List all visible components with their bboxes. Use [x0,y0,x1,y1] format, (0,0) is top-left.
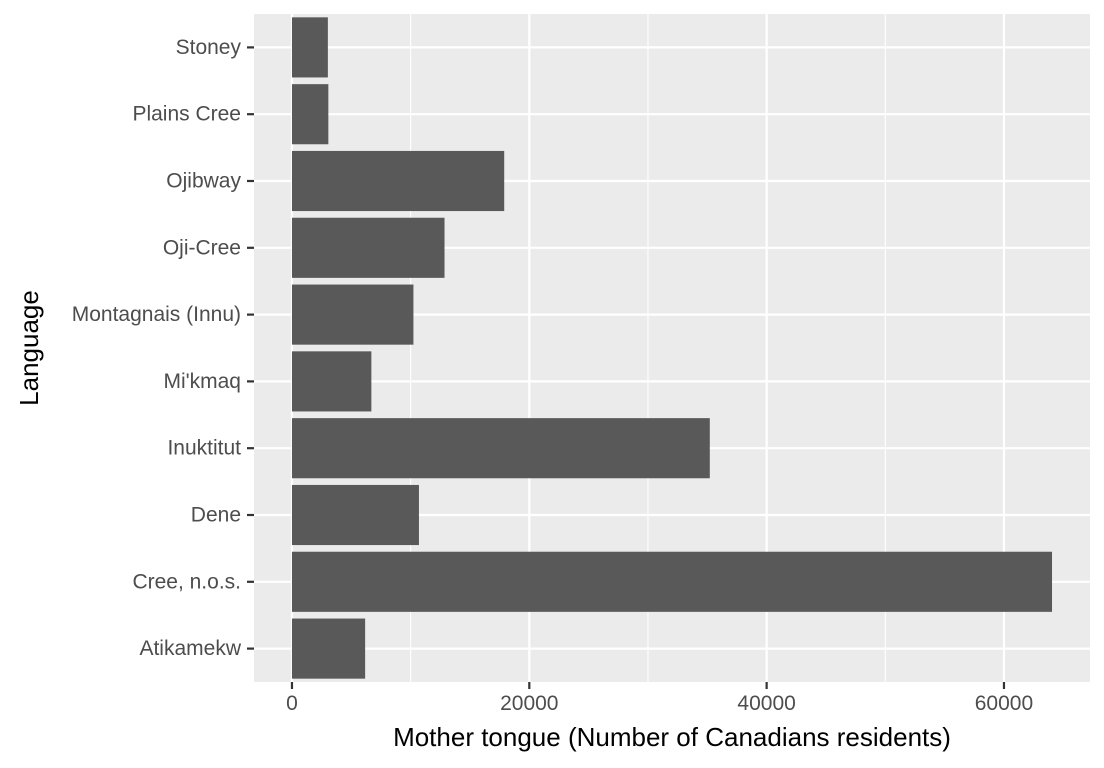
x-axis: 0 20000 40000 60000 [286,682,1033,715]
y-axis-title: Language [14,290,44,406]
bar [291,484,419,546]
bar [291,284,414,345]
bar [291,418,710,479]
y-tick-label: Ojibway [166,170,241,193]
y-tick-label: Oji-Cree [163,236,241,259]
y-tick-label: Cree, n.o.s. [132,570,241,593]
y-tick-label: Dene [191,504,241,527]
y-tick-label: Inuktitut [167,437,241,460]
bar [291,84,329,145]
y-tick-label: Mi'kmaq [163,370,241,393]
bar [291,217,445,278]
bars [291,17,1053,679]
x-tick-label: 60000 [975,692,1033,715]
y-tick-label: Montagnais (Innu) [72,303,241,326]
x-tick-label: 20000 [500,692,558,715]
x-tick-label: 0 [286,692,298,715]
x-axis-title: Mother tongue (Number of Canadians resid… [393,722,951,752]
y-tick-label: Atikamekw [139,637,241,660]
bar [291,150,505,212]
bar [291,551,1053,612]
y-tick-label: Stoney [176,36,242,59]
y-axis: Stoney Plains Cree Ojibway Oji-Cree Montagna… [72,36,254,660]
y-tick-label: Plains Cree [132,103,241,126]
bar [291,17,328,78]
bar [291,618,366,679]
bar [291,351,372,412]
x-tick-label: 40000 [737,692,795,715]
